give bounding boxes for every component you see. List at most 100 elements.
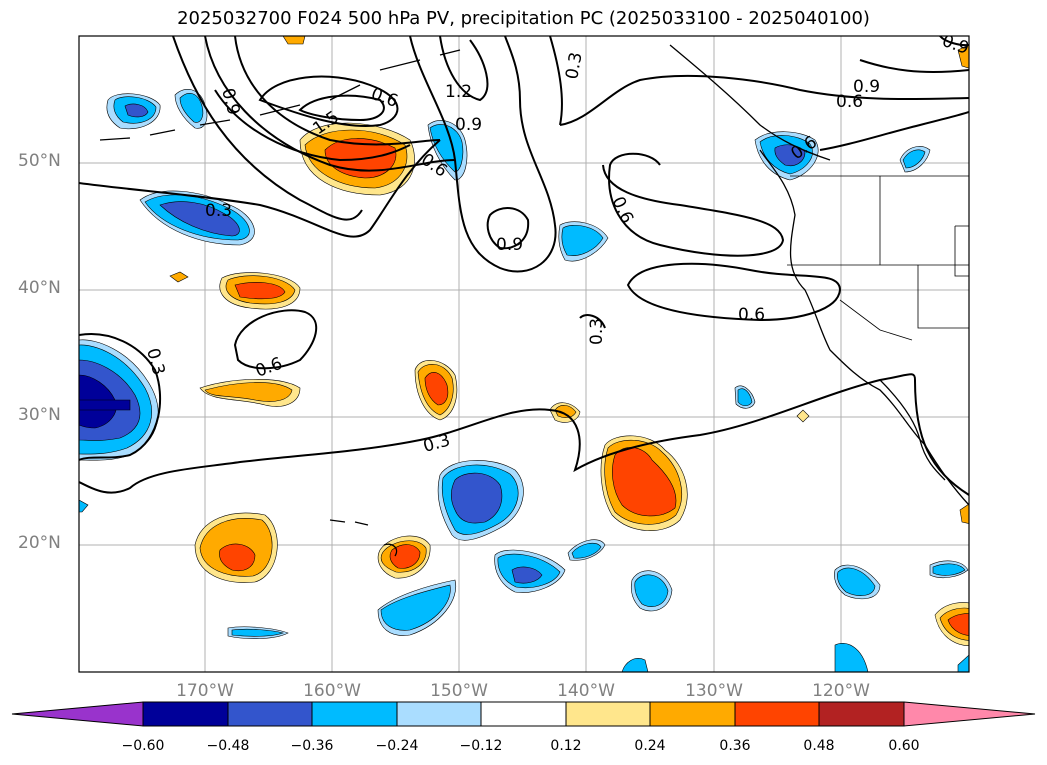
lat-label: 40°N: [18, 278, 61, 298]
colorbar-segment: [311, 701, 398, 727]
colorbar: [11, 701, 1036, 727]
lon-label: 120°W: [812, 681, 870, 701]
contour-label: 0.9: [455, 115, 482, 135]
state-borders: [787, 175, 969, 341]
coastlines: [99, 44, 969, 557]
colorbar-tick-label: −0.24: [375, 738, 419, 754]
precip-negative-region: [450, 472, 503, 524]
lon-label: 170°W: [176, 681, 234, 701]
precip-negative-region: [837, 567, 876, 596]
precip-negative-region: [737, 388, 753, 407]
contour-line: [439, 36, 489, 102]
precip-positive-region: [612, 447, 677, 517]
contour-line: [409, 36, 557, 273]
colorbar-tick-label: 0.36: [719, 738, 751, 754]
border: [917, 265, 969, 329]
coastline: [759, 149, 969, 506]
contour-label: 1.2: [445, 82, 472, 102]
precip-negative-region: [79, 399, 131, 411]
precip-shading: [79, 36, 969, 672]
colorbar-segment: [818, 701, 905, 727]
colorbar-tick-label: 0.48: [803, 738, 835, 754]
precip-positive-region: [959, 503, 969, 524]
precip-negative-region: [79, 499, 89, 513]
contour-label: 0.9: [217, 86, 243, 117]
lon-label: 140°W: [557, 681, 615, 701]
precip-negative-region: [834, 643, 869, 672]
precip-positive-region: [219, 543, 256, 572]
colorbar-tick-label: −0.12: [459, 738, 503, 754]
contour-label: 0.3: [562, 51, 586, 81]
contour-line: [172, 36, 363, 221]
contour-line: [214, 89, 411, 162]
contour-line: [79, 139, 441, 238]
precip-negative-region: [902, 149, 926, 169]
lat-label: 50°N: [18, 151, 61, 171]
precip-positive-region: [282, 36, 306, 45]
contour-label: 0.6: [368, 84, 400, 112]
precip-negative-region: [621, 658, 649, 672]
lon-label: 130°W: [685, 681, 743, 701]
border: [839, 299, 913, 341]
precip-positive-region: [796, 409, 810, 423]
precip-positive-region: [424, 372, 449, 406]
contour-line: [79, 333, 161, 461]
precip-positive-region: [554, 405, 577, 418]
map-title: 2025032700 F024 500 hPa PV, precipitatio…: [177, 8, 870, 29]
contour-label: 0.3: [587, 318, 607, 345]
contour-line: [549, 36, 563, 126]
contour-label: 0.9: [853, 77, 880, 97]
contour-label: 0.6: [253, 354, 285, 382]
precip-negative-region: [957, 654, 969, 672]
precip-negative-region: [159, 201, 240, 237]
colorbar-tick-label: −0.36: [290, 738, 334, 754]
contour-label: 0.9: [496, 235, 523, 255]
contour-line: [939, 36, 969, 47]
colorbar-tick-label: 0.60: [888, 738, 920, 754]
lon-label: 150°W: [430, 681, 488, 701]
precip-positive-region: [947, 613, 969, 636]
colorbar-tick-label: 0.24: [634, 738, 666, 754]
contour-label: 0.6: [836, 92, 863, 112]
contour-line: [258, 75, 399, 127]
precip-negative-region: [231, 628, 284, 637]
precip-negative-region: [179, 93, 204, 123]
colorbar-extend-low: [11, 701, 144, 727]
contour-line: [234, 36, 441, 146]
coastline: [99, 49, 461, 141]
lat-label: 20°N: [18, 533, 61, 553]
contour-line: [859, 59, 969, 73]
colorbar-segment: [565, 701, 651, 727]
colorbar-tick-label: 0.12: [550, 738, 582, 754]
precip-positive-region: [957, 44, 969, 69]
contour-line: [559, 74, 969, 126]
precip-negative-region: [380, 584, 451, 631]
colorbar-tick-label: −0.48: [206, 738, 250, 754]
precip-negative-region: [511, 566, 543, 584]
colorbar-segment: [142, 701, 229, 727]
contour-line: [233, 309, 318, 370]
contour-line: [204, 36, 456, 172]
precip-negative-region: [634, 574, 669, 607]
contour-line: [626, 262, 842, 322]
precip-negative-region: [932, 563, 966, 576]
colorbar-segment: [734, 701, 820, 727]
coastline: [879, 379, 946, 481]
lon-label: 160°W: [303, 681, 361, 701]
contour-line: [602, 152, 785, 257]
colorbar-segment: [396, 701, 482, 727]
lat-label: 30°N: [18, 405, 61, 425]
precip-positive-region: [169, 271, 189, 283]
contour-label: 0.3: [205, 201, 232, 221]
precip-positive-region: [204, 382, 293, 402]
contour-label: 0.6: [738, 305, 765, 325]
contour-line: [79, 373, 969, 496]
precip-negative-region: [124, 103, 149, 118]
precip-positive-region: [234, 282, 286, 300]
colorbar-segment: [480, 701, 567, 727]
precip-negative-region: [561, 225, 604, 256]
colorbar-tick-label: −0.60: [121, 738, 165, 754]
border: [954, 225, 969, 277]
precip-negative-region: [571, 542, 602, 559]
